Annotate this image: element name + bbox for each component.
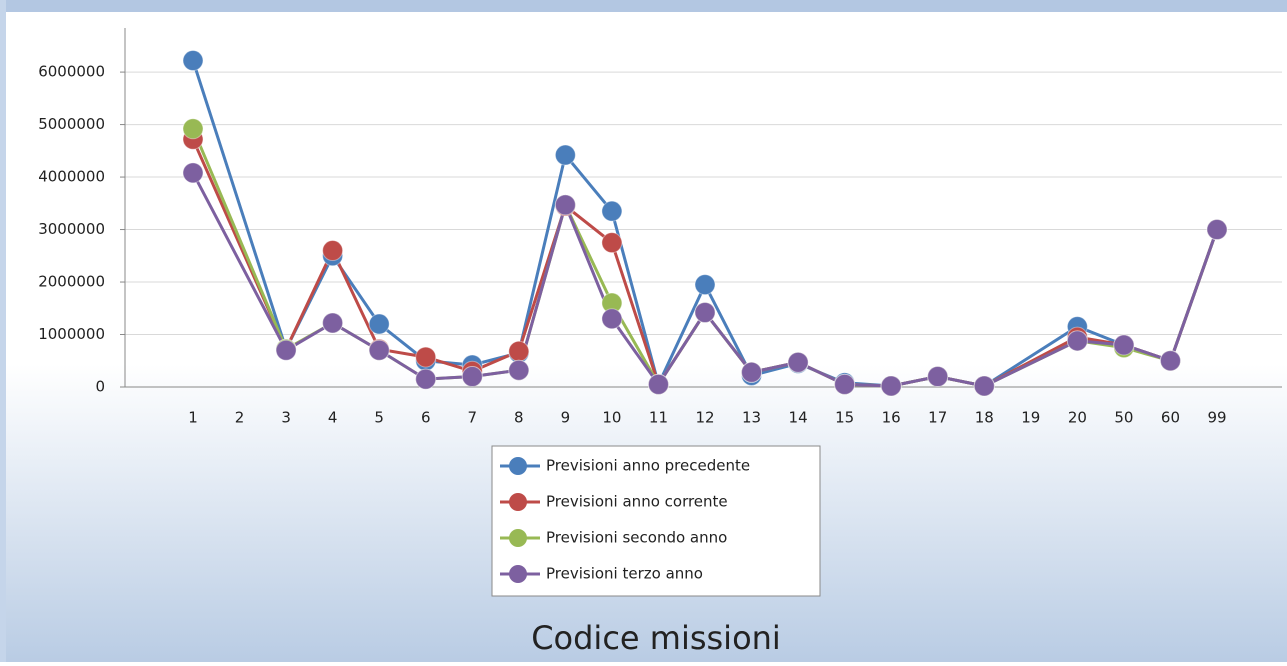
point: [461, 366, 483, 388]
y-tick-label: 3000000: [38, 220, 105, 238]
x-tick-label: 1: [188, 409, 198, 427]
point: [834, 373, 856, 395]
top-band: [0, 0, 1287, 12]
x-tick-label: 20: [1068, 409, 1087, 427]
x-tick-label: 2: [235, 409, 245, 427]
y-tick-label: 6000000: [38, 63, 105, 81]
x-tick-label: 13: [742, 409, 761, 427]
point: [275, 339, 297, 361]
legend-box: [491, 445, 821, 597]
point: [927, 366, 949, 388]
point: [508, 359, 530, 381]
point: [1066, 330, 1088, 352]
x-tick-label: 10: [602, 409, 621, 427]
point: [1159, 350, 1181, 372]
legend-marker: [509, 565, 527, 583]
x-tick-label: 19: [1021, 409, 1040, 427]
x-tick-label: 5: [374, 409, 384, 427]
point: [508, 340, 530, 362]
x-tick-label: 8: [514, 409, 524, 427]
x-tick-label: 9: [561, 409, 571, 427]
x-tick-label: 4: [328, 409, 338, 427]
y-tick-label: 5000000: [38, 115, 105, 133]
legend-label: Previsioni secondo anno: [546, 529, 727, 547]
point: [182, 118, 204, 140]
point: [368, 339, 390, 361]
x-tick-label: 16: [882, 409, 901, 427]
x-tick-label: 15: [835, 409, 854, 427]
x-tick-label: 18: [975, 409, 994, 427]
point: [415, 346, 437, 368]
y-tick-label: 2000000: [38, 273, 105, 291]
point: [694, 301, 716, 323]
point: [741, 361, 763, 383]
point: [182, 50, 204, 72]
x-tick-label: 11: [649, 409, 668, 427]
point: [694, 274, 716, 296]
point: [601, 308, 623, 330]
y-tick-label: 1000000: [38, 325, 105, 343]
x-tick-label: 3: [281, 409, 291, 427]
x-tick-label: 7: [467, 409, 477, 427]
x-tick-label: 17: [928, 409, 947, 427]
legend-label: Previsioni anno precedente: [546, 457, 750, 475]
point: [880, 375, 902, 397]
point: [601, 200, 623, 222]
legend-label: Previsioni terzo anno: [546, 565, 703, 583]
point: [554, 194, 576, 216]
point: [601, 232, 623, 254]
legend-label: Previsioni anno corrente: [546, 493, 728, 511]
point: [1206, 219, 1228, 241]
point: [1113, 334, 1135, 356]
point: [973, 375, 995, 397]
x-tick-label: 50: [1114, 409, 1133, 427]
x-tick-label: 60: [1161, 409, 1180, 427]
x-tick-label: 6: [421, 409, 431, 427]
left-band: [0, 0, 6, 662]
point: [787, 351, 809, 373]
point: [322, 240, 344, 262]
legend-marker: [509, 457, 527, 475]
point: [415, 368, 437, 390]
point: [182, 162, 204, 184]
legend-marker: [509, 493, 527, 511]
x-axis-title: Codice missioni: [531, 619, 781, 657]
x-tick-label: 14: [789, 409, 808, 427]
x-tick-label: 99: [1207, 409, 1226, 427]
point: [322, 312, 344, 334]
point: [368, 313, 390, 335]
y-tick-label: 4000000: [38, 168, 105, 186]
y-tick-label: 0: [95, 378, 105, 396]
point: [647, 373, 669, 395]
legend-marker: [509, 529, 527, 547]
point: [554, 144, 576, 166]
x-tick-label: 12: [695, 409, 714, 427]
